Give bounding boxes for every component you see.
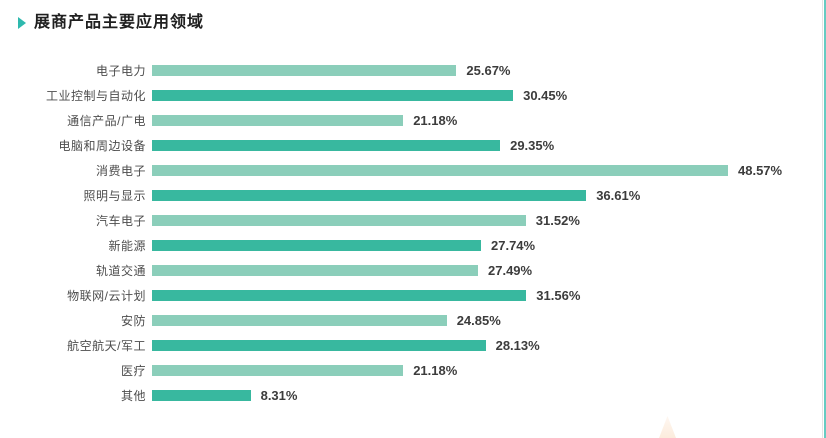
category-label: 物联网/云计划 [67, 289, 146, 303]
bar [152, 390, 251, 401]
value-label: 31.52% [535, 213, 580, 228]
bar [152, 115, 404, 126]
bar [152, 365, 404, 376]
value-label: 27.49% [488, 263, 533, 278]
bar [152, 65, 457, 76]
category-label: 安防 [120, 314, 146, 328]
value-label: 8.31% [260, 388, 298, 403]
category-label: 新能源 [108, 239, 146, 253]
chart-row: 通信产品/广电 21.18% [0, 108, 826, 133]
value-label: 48.57% [738, 163, 783, 178]
chart-row: 汽车电子 31.52% [0, 208, 826, 233]
bar [152, 140, 501, 151]
category-label: 汽车电子 [95, 214, 146, 228]
category-label: 电子电力 [95, 64, 146, 78]
decorative-flame-shape [659, 416, 676, 438]
value-label: 21.18% [413, 363, 458, 378]
chart-row: 消费电子 48.57% [0, 158, 826, 183]
bar [152, 165, 728, 176]
chart-row: 安防 24.85% [0, 308, 826, 333]
chart-row: 电脑和周边设备 29.35% [0, 133, 826, 158]
bar [152, 315, 447, 326]
value-label: 29.35% [510, 138, 555, 153]
chart-row: 照明与显示 36.61% [0, 183, 826, 208]
category-label: 电脑和周边设备 [58, 139, 146, 153]
bar [152, 290, 527, 301]
chart-row: 物联网/云计划 31.56% [0, 283, 826, 308]
chart-row: 电子电力 25.67% [0, 58, 826, 83]
chart-row: 工业控制与自动化 30.45% [0, 83, 826, 108]
bar-chart: 电子电力 25.67% 工业控制与自动化 30.45% 通信产品/广电 21.18% 电脑和… [0, 58, 826, 408]
chart-row: 医疗 21.18% [0, 358, 826, 383]
category-label: 轨道交通 [95, 264, 146, 278]
category-label: 照明与显示 [83, 189, 146, 203]
category-label: 工业控制与自动化 [45, 89, 146, 103]
value-label: 27.74% [491, 238, 536, 253]
value-label: 25.67% [466, 63, 511, 78]
category-label: 航空航天/军工 [67, 339, 146, 353]
value-label: 21.18% [413, 113, 458, 128]
chart-row: 其他 8.31% [0, 383, 826, 408]
value-label: 36.61% [596, 188, 641, 203]
value-label: 28.13% [495, 338, 540, 353]
bar [152, 340, 486, 351]
bar [152, 90, 514, 101]
chart-title-row: 展商产品主要应用领域 [0, 0, 826, 32]
bar [152, 265, 478, 276]
category-label: 其他 [120, 389, 146, 403]
title-bullet-triangle-icon [18, 17, 26, 29]
bar [152, 240, 481, 251]
value-label: 30.45% [523, 88, 568, 103]
chart-row: 航空航天/军工 28.13% [0, 333, 826, 358]
page-edge-gray-line [822, 0, 823, 438]
bar [152, 190, 587, 201]
category-label: 消费电子 [95, 164, 146, 178]
bar [152, 215, 526, 226]
page-title: 展商产品主要应用领域 [34, 14, 205, 31]
value-label: 24.85% [456, 313, 501, 328]
chart-row: 新能源 27.74% [0, 233, 826, 258]
category-label: 通信产品/广电 [67, 114, 146, 128]
chart-row: 轨道交通 27.49% [0, 258, 826, 283]
value-label: 31.56% [536, 288, 581, 303]
page-edge-teal-line [824, 0, 826, 438]
category-label: 医疗 [120, 364, 146, 378]
